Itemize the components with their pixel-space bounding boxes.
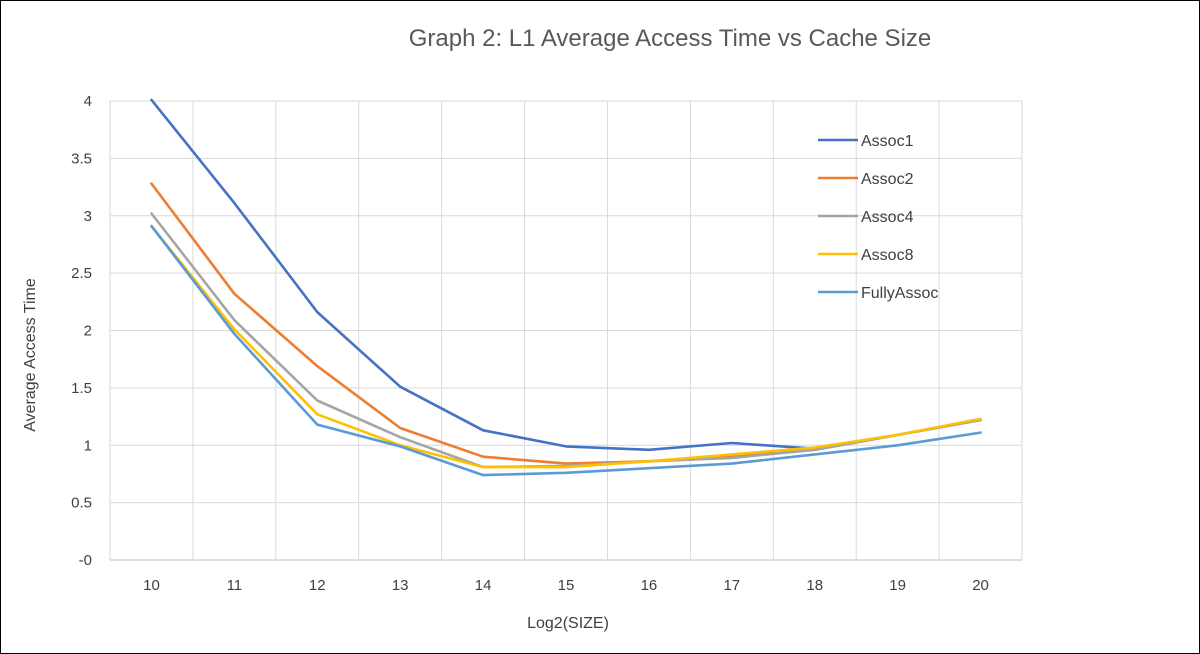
y-tick-label: 1 <box>84 437 92 454</box>
chart-title: Graph 2: L1 Average Access Time vs Cache… <box>409 25 932 52</box>
series-line-assoc8 <box>150 224 982 469</box>
y-tick-label: 2.5 <box>71 265 92 282</box>
x-tick-label: 20 <box>972 577 989 594</box>
series-line-fullyassoc <box>150 224 982 477</box>
x-axis-ticks: 10 11 12 13 14 15 16 17 18 19 20 <box>143 577 989 594</box>
series-lines <box>150 98 982 477</box>
x-tick-label: 13 <box>392 577 409 594</box>
y-tick-label: 1.5 <box>71 380 92 397</box>
y-tick-label: 3 <box>84 208 92 225</box>
y-axis-label: Average Access Time <box>22 278 39 432</box>
y-tick-label: -0 <box>79 552 92 569</box>
x-tick-label: 18 <box>806 577 823 594</box>
legend-label: Assoc4 <box>861 209 914 226</box>
legend-label: Assoc2 <box>861 171 914 188</box>
legend-label: FullyAssoc <box>861 285 938 302</box>
x-tick-label: 10 <box>143 577 160 594</box>
x-tick-label: 12 <box>309 577 326 594</box>
x-tick-label: 11 <box>227 577 243 594</box>
x-tick-label: 16 <box>641 577 658 594</box>
x-tick-label: 19 <box>889 577 906 594</box>
legend-label: Assoc1 <box>861 133 914 150</box>
legend: Assoc1 Assoc2 Assoc4 Assoc8 FullyAssoc <box>818 133 938 302</box>
y-axis-ticks: 4 3.5 3 2.5 2 1.5 1 0.5 -0 <box>71 93 92 569</box>
legend-label: Assoc8 <box>861 247 914 264</box>
y-tick-label: 4 <box>84 93 92 110</box>
y-tick-label: 3.5 <box>71 150 92 167</box>
y-tick-label: 2 <box>84 323 92 340</box>
y-tick-label: 0.5 <box>71 495 92 512</box>
x-tick-label: 17 <box>723 577 740 594</box>
x-tick-label: 14 <box>475 577 492 594</box>
x-axis-label: Log2(SIZE) <box>527 615 609 632</box>
grid <box>109 100 1023 561</box>
x-tick-label: 15 <box>558 577 575 594</box>
